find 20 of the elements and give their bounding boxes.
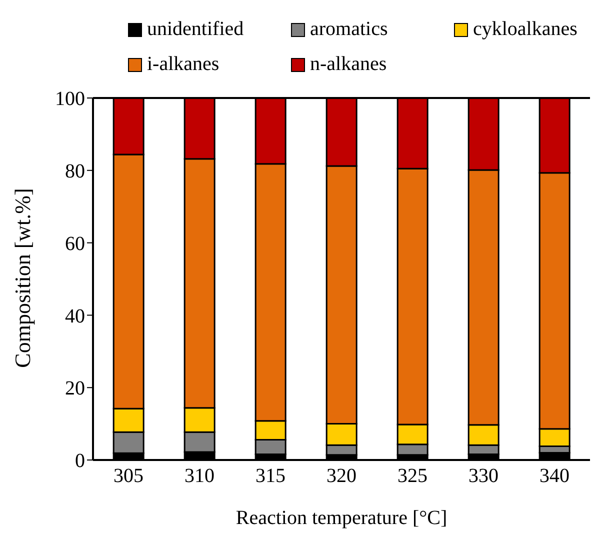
x-axis-title: Reaction temperature [°C] (234, 507, 448, 530)
y-tick-label: 60 (65, 232, 85, 255)
x-tick-label: 315 (256, 465, 286, 488)
y-tick-label: 20 (65, 378, 85, 400)
x-tick-label: 330 (468, 465, 498, 488)
y-axis-title: Composition [wt.%] (10, 188, 36, 368)
legend-label: cykloalkanes (472, 18, 578, 41)
legend-label: aromatics (309, 18, 389, 41)
x-tick-label: 340 (540, 465, 570, 488)
y-tick-label: 100 (55, 88, 85, 110)
legend-label: n-alkanes (309, 53, 388, 76)
legend-label: unidentified (146, 18, 245, 41)
x-tick-label: 325 (398, 465, 428, 488)
y-tick-label: 0 (75, 450, 85, 472)
y-tick-label: 80 (65, 160, 85, 182)
legend-label: i-alkanes (146, 53, 220, 76)
x-tick-label: 305 (114, 465, 144, 488)
x-tick-label: 310 (184, 465, 214, 488)
x-tick-label: 320 (326, 465, 356, 488)
y-tick-label: 40 (65, 305, 85, 328)
